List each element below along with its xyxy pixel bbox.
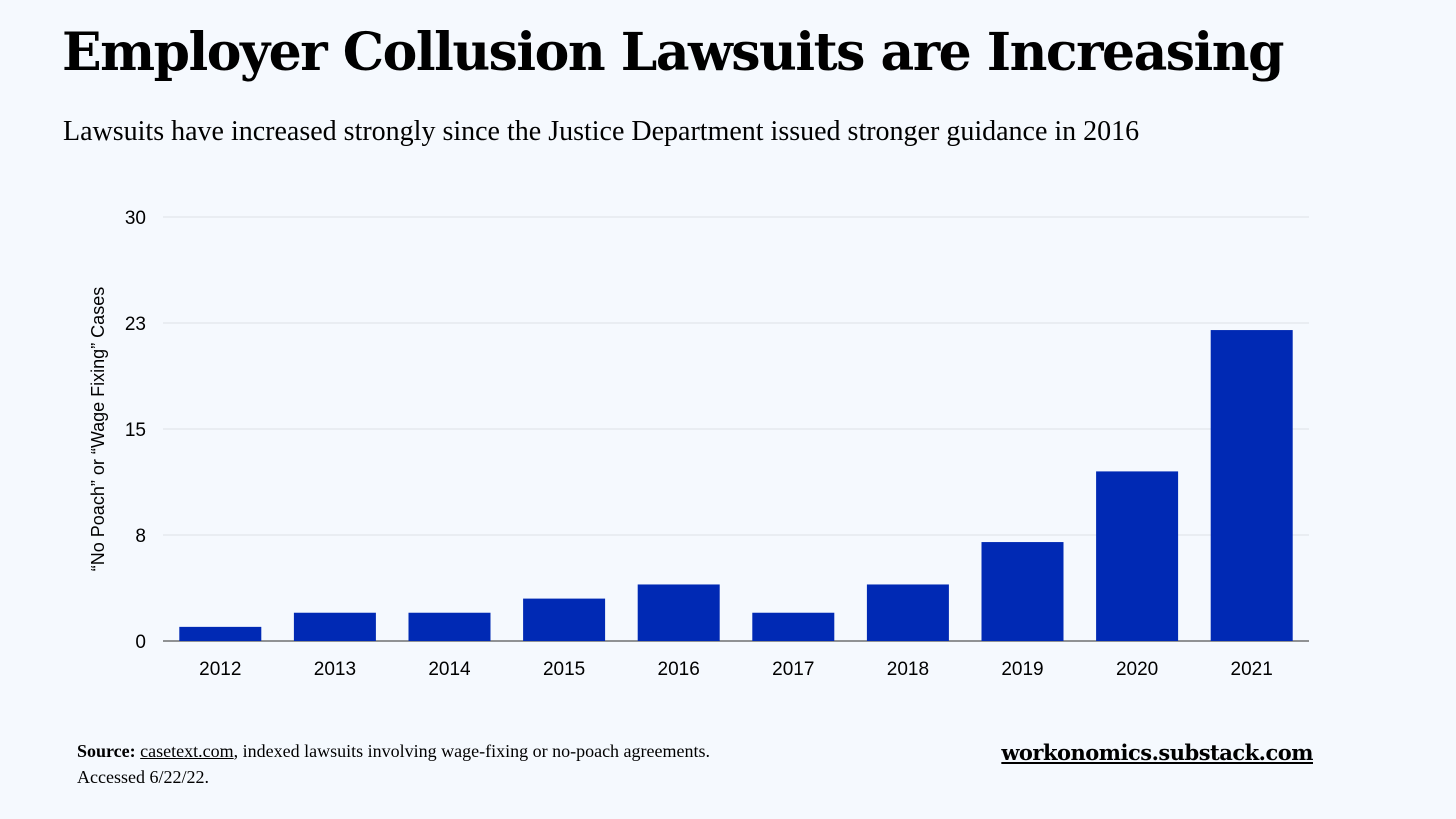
bar-2014 bbox=[408, 612, 491, 641]
chart-title: Employer Collusion Lawsuits are Increasi… bbox=[62, 22, 1284, 83]
y-tick-label: 15 bbox=[125, 420, 146, 441]
chart-subtitle: Lawsuits have increased strongly since t… bbox=[63, 116, 1140, 147]
y-tick-label: 23 bbox=[125, 314, 146, 335]
bar-2015 bbox=[523, 598, 606, 641]
x-tick-label: 2021 bbox=[1231, 659, 1273, 680]
x-tick-label: 2017 bbox=[772, 659, 814, 680]
x-tick-label: 2020 bbox=[1116, 659, 1158, 680]
brand-link[interactable]: workonomics.substack.com bbox=[1001, 740, 1313, 765]
bar-2018 bbox=[866, 584, 949, 641]
y-tick-label: 0 bbox=[135, 632, 146, 653]
x-tick-label: 2015 bbox=[543, 659, 585, 680]
source-text: , indexed lawsuits involving wage-fixing… bbox=[233, 741, 711, 761]
x-tick-label: 2012 bbox=[199, 659, 241, 680]
bar-2021 bbox=[1210, 330, 1293, 641]
source-note: Source: casetext.com, indexed lawsuits i… bbox=[77, 738, 710, 790]
x-tick-label: 2019 bbox=[1001, 659, 1043, 680]
bar-2016 bbox=[637, 584, 720, 641]
y-tick-label: 30 bbox=[125, 208, 146, 229]
x-tick-label: 2018 bbox=[887, 659, 929, 680]
bar-2019 bbox=[981, 542, 1064, 641]
source-link[interactable]: casetext.com bbox=[140, 741, 234, 761]
y-tick-label: 8 bbox=[135, 526, 146, 547]
x-tick-label: 2016 bbox=[658, 659, 700, 680]
bar-2017 bbox=[752, 612, 835, 641]
bar-2013 bbox=[293, 612, 376, 641]
x-tick-label: 2014 bbox=[428, 659, 471, 680]
bar-2020 bbox=[1096, 471, 1179, 641]
source-label: Source: bbox=[77, 741, 136, 761]
bar-2012 bbox=[179, 626, 262, 641]
x-tick-label: 2013 bbox=[314, 659, 356, 680]
accessed-date: Accessed 6/22/22. bbox=[77, 767, 209, 787]
y-axis-label: “No Poach” or “Wage Fixing” Cases bbox=[88, 287, 108, 571]
